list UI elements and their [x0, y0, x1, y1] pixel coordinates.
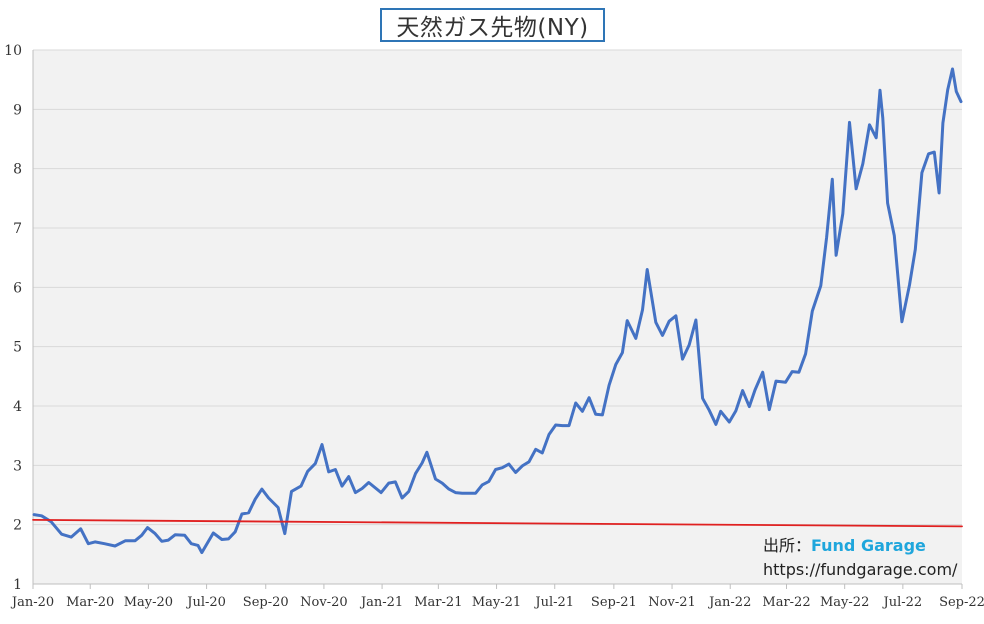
x-tick-label: Jul-21 — [533, 595, 574, 610]
x-tick-label: Jan-20 — [10, 595, 54, 610]
x-tick-label: Jul-20 — [185, 595, 226, 610]
y-tick-label: 5 — [13, 340, 22, 356]
source-label: 出所： — [763, 536, 812, 555]
gridlines — [32, 49, 962, 585]
natural-gas-price-line — [32, 67, 963, 555]
y-tick-label: 8 — [13, 162, 22, 178]
y-tick-label: 7 — [13, 221, 22, 237]
source-url: https://fundgarage.com/ — [763, 560, 958, 579]
source-brand: Fund Garage — [811, 536, 926, 555]
plot-area — [33, 50, 962, 584]
chart-title: 天然ガス先物(NY) — [380, 8, 605, 42]
x-tick-label: Jan-22 — [707, 595, 751, 610]
y-tick-label: 3 — [13, 458, 22, 474]
x-tick-label: Sep-22 — [939, 595, 984, 610]
x-tick-label: Mar-20 — [66, 595, 114, 610]
y-tick-label: 1 — [13, 577, 22, 593]
y-tick-label: 4 — [13, 399, 22, 415]
x-tick-label: Jul-22 — [882, 595, 923, 610]
trend-line — [32, 519, 963, 528]
y-axis-ticks: 1 2 3 4 5 6 7 8 9 10 — [4, 43, 22, 593]
x-tick-label: Nov-21 — [648, 595, 695, 610]
y-tick-label: 10 — [4, 43, 22, 59]
x-tick-label: May-20 — [124, 595, 173, 610]
x-axis-ticks: Jan-20 Mar-20 May-20 Jul-20 Sep-20 Nov-20 Jan-… — [10, 584, 984, 610]
series-group — [32, 67, 963, 555]
y-tick-label: 2 — [13, 518, 22, 534]
x-tick-label: Mar-22 — [762, 595, 810, 610]
y-tick-label: 6 — [13, 280, 22, 296]
x-tick-label: May-21 — [472, 595, 521, 610]
x-tick-label: Mar-21 — [414, 595, 462, 610]
x-tick-label: Sep-21 — [591, 595, 637, 610]
source-note: 出所：Fund Garage — [763, 532, 926, 556]
x-tick-label: May-22 — [820, 595, 869, 610]
y-tick-label: 9 — [13, 102, 22, 118]
x-tick-label: Jan-21 — [359, 595, 403, 610]
x-tick-label: Sep-20 — [243, 595, 289, 610]
x-tick-label: Nov-20 — [300, 595, 347, 610]
